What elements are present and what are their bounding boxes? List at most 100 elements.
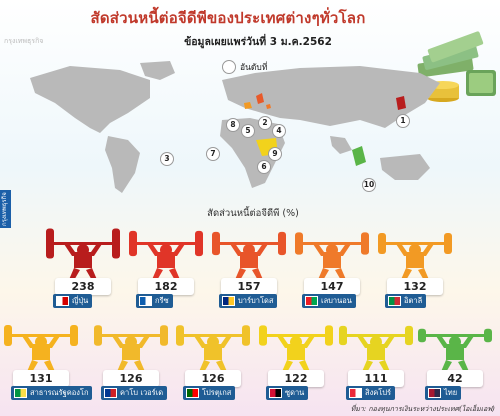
world-map — [30, 61, 440, 193]
flag-icon — [305, 296, 318, 306]
country-label: บาร์บาโดส — [219, 294, 278, 308]
data-bar — [418, 328, 426, 343]
data-bar — [444, 232, 452, 255]
country-label: สิงคโปร์ — [346, 386, 396, 400]
data-label: 132 — [387, 278, 443, 295]
data-bar — [176, 325, 184, 346]
map-legend: อันดับที่ — [222, 60, 267, 74]
data-bar — [325, 325, 333, 346]
map-rank-8: 8 — [226, 118, 240, 132]
data-bar — [378, 232, 386, 255]
country-card: 126 โปรตุเกส — [172, 314, 254, 404]
tick-label: เลบานอน — [321, 296, 352, 305]
tick-label: บาร์บาโดส — [238, 296, 274, 305]
tick-label: คาโบ เวอร์เด — [120, 388, 164, 397]
data-bar — [129, 230, 137, 257]
flag-icon — [349, 388, 362, 398]
tick-label: ญี่ปุ่น — [72, 296, 89, 305]
data-bar — [295, 232, 303, 255]
country-label: ซูดาน — [266, 386, 309, 400]
tick-label: โปรตุเกส — [202, 388, 232, 397]
data-label: 126 — [185, 370, 241, 387]
country-card: 42 ไทย — [414, 314, 496, 404]
weightlifter-icon — [94, 325, 168, 374]
map-rank-2: 2 — [258, 116, 272, 130]
weightlifter-icon — [129, 230, 203, 282]
flag-icon — [14, 388, 27, 398]
country-label: เลบานอน — [302, 294, 356, 308]
page-title: สัดส่วนหนี้ต่อจีดีพีของประเทศต่างๆทั่วโล… — [90, 9, 366, 27]
data-label: 157 — [221, 278, 277, 295]
map-rank-5: 5 — [241, 124, 255, 138]
country-label: โปรตุเกส — [183, 386, 236, 400]
data-label: 122 — [268, 370, 324, 387]
country-card: 111 สิงคโปร์ — [335, 314, 417, 404]
country-card: 126 คาโบ เวอร์เด — [90, 314, 172, 404]
country-label: สาธารณรัฐคองโก — [11, 386, 93, 400]
weightlifter-icon — [46, 228, 120, 282]
legend-marker-icon — [222, 60, 236, 74]
page-subtitle: ข้อมูลเผยแพร่วันที่ 3 ม.ค.2562 — [184, 36, 332, 48]
country-label: ญี่ปุ่น — [53, 294, 93, 308]
weightlifter-icon — [295, 232, 369, 282]
data-bar — [405, 325, 413, 346]
data-bar — [212, 231, 220, 256]
tick-label: ซูดาน — [285, 388, 305, 397]
tick-label: สิงคโปร์ — [365, 388, 392, 397]
weightlifter-icon — [339, 325, 413, 374]
map-rank-10: 10 — [362, 178, 376, 192]
data-bar — [484, 328, 492, 343]
map-rank-1: 1 — [396, 114, 410, 128]
country-label: ไทย — [425, 386, 462, 400]
weightlifter-icon — [4, 324, 78, 374]
flag-icon — [388, 296, 401, 306]
data-bar — [4, 324, 12, 347]
data-bar — [259, 325, 267, 346]
country-label: กรีซ — [136, 294, 173, 308]
country-card: 131 สาธารณรัฐคองโก — [0, 314, 93, 404]
data-bar — [70, 324, 78, 347]
map-rank-3: 3 — [160, 152, 174, 166]
data-bar — [195, 230, 203, 257]
map-rank-6: 6 — [257, 160, 271, 174]
weightlifter-icon — [259, 325, 333, 374]
flag-icon — [428, 388, 441, 398]
watermark: กรุงเทพธุรกิจ — [4, 37, 44, 45]
data-label: 131 — [13, 370, 69, 387]
data-label: 111 — [348, 370, 404, 387]
tick-label: อิตาลี — [404, 296, 423, 305]
flag-icon — [269, 388, 282, 398]
legend-label: อันดับที่ — [240, 63, 268, 73]
data-label: 126 — [103, 370, 159, 387]
country-card: 147 เลบานอน — [291, 222, 373, 312]
country-card: 132 อิตาลี — [374, 222, 456, 312]
flag-icon — [56, 296, 69, 306]
country-card: 182 กรีซ — [125, 222, 207, 312]
data-bar — [361, 232, 369, 255]
source-note: ที่มา: กองทุนการเงินระหว่างประเทศ(ไอเอ็ม… — [350, 405, 495, 413]
country-card: 157 บาร์บาโดส — [208, 222, 290, 312]
weightlifter-icon — [418, 328, 492, 374]
country-card: 122 ซูดาน — [255, 314, 337, 404]
data-bar — [339, 325, 347, 346]
flag-icon — [222, 296, 235, 306]
data-bar — [160, 325, 168, 346]
tick-label: สาธารณรัฐคองโก — [30, 388, 89, 397]
data-label: 182 — [138, 278, 194, 295]
data-label: 238 — [55, 278, 111, 295]
data-bar — [112, 228, 120, 259]
country-card: 238 ญี่ปุ่น — [42, 222, 124, 312]
tick-label: กรีซ — [155, 296, 169, 305]
side-label: กรุงเทพธุรกิจ — [0, 190, 11, 228]
data-bar — [278, 231, 286, 256]
flag-icon — [104, 388, 117, 398]
weightlifter-icon — [212, 231, 286, 282]
data-label: 42 — [427, 370, 483, 387]
map-rank-9: 9 — [268, 147, 282, 161]
weightlifter-icon — [378, 232, 452, 282]
data-bar — [46, 228, 54, 259]
map-rank-7: 7 — [206, 147, 220, 161]
map-rank-4: 4 — [272, 124, 286, 138]
data-label: 147 — [304, 278, 360, 295]
